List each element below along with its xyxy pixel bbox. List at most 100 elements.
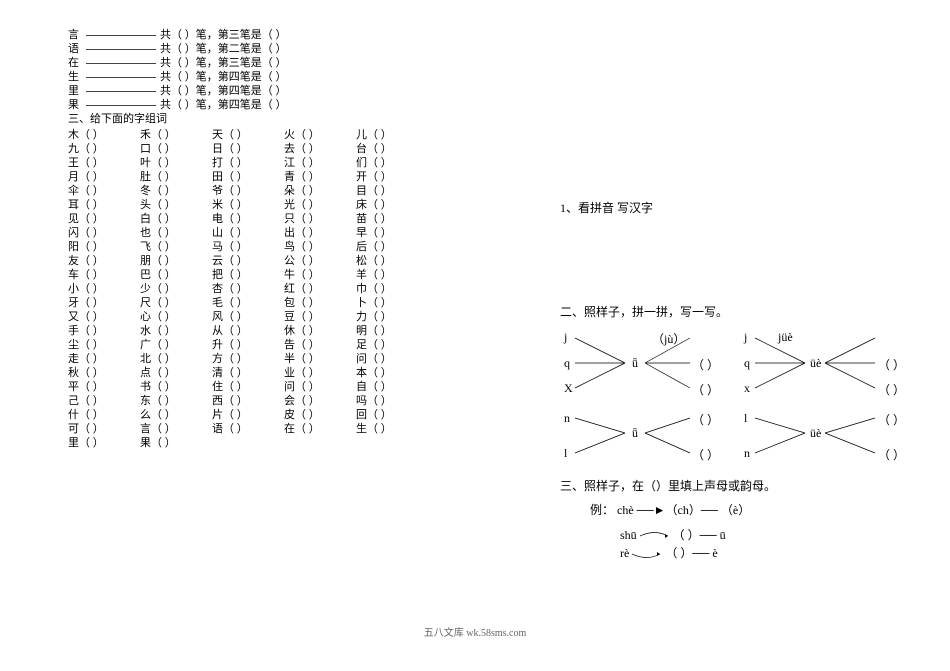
word-row: 友（ ）朋（ ）云（ ）公（ ）松（ ） <box>68 254 448 268</box>
d-paren8: （ ） <box>878 446 905 463</box>
shu-text: shū <box>620 528 637 542</box>
d-x1: X <box>564 381 573 396</box>
word-cell: 肚（ ） <box>140 170 212 184</box>
word-row: 手（ ）水（ ）从（ ）休（ ）明（ ） <box>68 324 448 338</box>
stroke-text: 共（ ）笔，第四笔是（ ） <box>160 70 287 84</box>
d-ju: （jù） <box>652 330 685 347</box>
word-row: 闪（ ）也（ ）山（ ）出（ ）早（ ） <box>68 226 448 240</box>
word-cell: 西（ ） <box>212 394 284 408</box>
word-cell: 苗（ ） <box>356 212 428 226</box>
d-x2: x <box>744 381 750 396</box>
word-cell: 从（ ） <box>212 324 284 338</box>
u-paren: （ ）── ū <box>673 528 726 542</box>
word-cell: 片（ ） <box>212 408 284 422</box>
word-row: 见（ ）白（ ）电（ ）只（ ）苗（ ） <box>68 212 448 226</box>
word-cell: 爷（ ） <box>212 184 284 198</box>
word-cell: 皮（ ） <box>284 408 356 422</box>
word-cell: 火（ ） <box>284 128 356 142</box>
stroke-char: 果 <box>68 98 82 112</box>
word-row: 牙（ ）尺（ ）毛（ ）包（ ）卜（ ） <box>68 296 448 310</box>
word-cell: 问（ ） <box>356 352 428 366</box>
word-cell: 风（ ） <box>212 310 284 324</box>
word-cell: 闪（ ） <box>68 226 140 240</box>
word-cell: 毛（ ） <box>212 296 284 310</box>
d-j1: j <box>564 330 567 345</box>
word-cell: 生（ ） <box>356 422 428 436</box>
word-row: 又（ ）心（ ）风（ ）豆（ ）力（ ） <box>68 310 448 324</box>
d-paren7: （ ） <box>878 411 905 428</box>
word-row: 什（ ）么（ ）片（ ）皮（ ）回（ ） <box>68 408 448 422</box>
word-cell: 公（ ） <box>284 254 356 268</box>
word-cell: 休（ ） <box>284 324 356 338</box>
word-row: 里（ ）果（ ） <box>68 436 448 450</box>
word-cell <box>284 436 356 450</box>
word-cell: 床（ ） <box>356 198 428 212</box>
word-cell: 么（ ） <box>140 408 212 422</box>
d-paren5: （ ） <box>692 411 719 428</box>
d-paren3: （ ） <box>878 356 905 373</box>
word-cell: 白（ ） <box>140 212 212 226</box>
word-cell: 升（ ） <box>212 338 284 352</box>
word-cell: 去（ ） <box>284 142 356 156</box>
word-row: 阳（ ）飞（ ）马（ ）鸟（ ）后（ ） <box>68 240 448 254</box>
word-row: 王（ ）叶（ ）打（ ）江（ ）们（ ） <box>68 156 448 170</box>
q1-title: 1、看拼音 写汉字 <box>560 200 920 216</box>
word-cell: 羊（ ） <box>356 268 428 282</box>
word-cell: 友（ ） <box>68 254 140 268</box>
word-cell: 车（ ） <box>68 268 140 282</box>
word-row: 木（ ）禾（ ）天（ ）火（ ）儿（ ） <box>68 128 448 142</box>
word-cell: 叶（ ） <box>140 156 212 170</box>
word-cell: 力（ ） <box>356 310 428 324</box>
word-cell: 台（ ） <box>356 142 428 156</box>
q2-title: 二、照样子，拼一拼，写一写。 <box>560 304 920 320</box>
word-cell: 卜（ ） <box>356 296 428 310</box>
d-l1: l <box>564 446 567 461</box>
word-cell: 冬（ ） <box>140 184 212 198</box>
word-cell: 禾（ ） <box>140 128 212 142</box>
d-paren6: （ ） <box>692 446 719 463</box>
d-q1: q <box>564 356 570 371</box>
d-u2: ǖ <box>632 426 638 441</box>
word-cell <box>212 436 284 450</box>
stroke-row: 生共（ ）笔，第四笔是（ ） <box>68 70 448 84</box>
word-cell: 明（ ） <box>356 324 428 338</box>
word-cell: 包（ ） <box>284 296 356 310</box>
underline <box>86 35 156 36</box>
word-cell: 什（ ） <box>68 408 140 422</box>
word-cell: 半（ ） <box>284 352 356 366</box>
word-cell: 也（ ） <box>140 226 212 240</box>
word-row: 车（ ）巴（ ）把（ ）牛（ ）羊（ ） <box>68 268 448 282</box>
word-cell: 巾（ ） <box>356 282 428 296</box>
d-n1: n <box>564 411 570 426</box>
word-cell: 吗（ ） <box>356 394 428 408</box>
word-cell: 点（ ） <box>140 366 212 380</box>
word-cell: 木（ ） <box>68 128 140 142</box>
word-cell: 里（ ） <box>68 436 140 450</box>
stroke-text: 共（ ）笔，第三笔是（ ） <box>160 56 287 70</box>
underline <box>86 77 156 78</box>
word-cell: 米（ ） <box>212 198 284 212</box>
word-row: 伞（ ）冬（ ）爷（ ）朵（ ）目（ ） <box>68 184 448 198</box>
word-cell: 月（ ） <box>68 170 140 184</box>
underline <box>86 63 156 64</box>
word-cell: 平（ ） <box>68 380 140 394</box>
re-text: rè <box>620 546 629 560</box>
stroke-text: 共（ ）笔，第四笔是（ ） <box>160 98 287 112</box>
underline <box>86 49 156 50</box>
d-q2: q <box>744 356 750 371</box>
word-cell: 朵（ ） <box>284 184 356 198</box>
word-cell: 马（ ） <box>212 240 284 254</box>
stroke-char: 言 <box>68 28 82 42</box>
word-cell: 小（ ） <box>68 282 140 296</box>
word-cell: 心（ ） <box>140 310 212 324</box>
word-cell: 言（ ） <box>140 422 212 436</box>
word-cell: 回（ ） <box>356 408 428 422</box>
stroke-row: 在共（ ）笔，第三笔是（ ） <box>68 56 448 70</box>
word-cell: 尺（ ） <box>140 296 212 310</box>
word-cell: 鸟（ ） <box>284 240 356 254</box>
word-row: 平（ ）书（ ）住（ ）问（ ）自（ ） <box>68 380 448 394</box>
word-cell: 光（ ） <box>284 198 356 212</box>
word-cell: 自（ ） <box>356 380 428 394</box>
word-cell: 电（ ） <box>212 212 284 226</box>
word-cell: 青（ ） <box>284 170 356 184</box>
